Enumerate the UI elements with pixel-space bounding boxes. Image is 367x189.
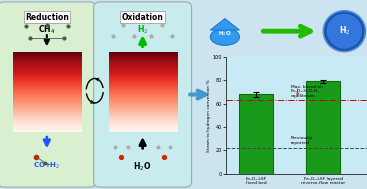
Text: H$_2$O: H$_2$O <box>134 160 152 173</box>
Y-axis label: Steam to hydrogen conversion %: Steam to hydrogen conversion % <box>207 79 211 152</box>
Bar <box>239 94 273 174</box>
Text: H$_2$: H$_2$ <box>137 24 148 36</box>
Text: Max. based on
Fe₃O₄-H₂O-H₂
equilibrium: Max. based on Fe₃O₄-H₂O-H₂ equilibrium <box>291 85 323 98</box>
Text: CO+H$_2$: CO+H$_2$ <box>33 161 61 171</box>
Text: CH$_4$: CH$_4$ <box>38 24 55 36</box>
Text: Reduction: Reduction <box>25 12 69 22</box>
Text: H$_2$O: H$_2$O <box>218 29 232 39</box>
FancyBboxPatch shape <box>94 2 192 187</box>
Ellipse shape <box>323 11 366 52</box>
Ellipse shape <box>327 14 362 49</box>
Polygon shape <box>210 19 239 30</box>
FancyBboxPatch shape <box>0 2 96 187</box>
Bar <box>306 81 340 174</box>
Ellipse shape <box>210 28 239 45</box>
Text: Oxidation: Oxidation <box>122 12 164 22</box>
Text: Previously
reported: Previously reported <box>291 136 313 145</box>
FancyArrowPatch shape <box>190 91 206 98</box>
Text: H$_2$: H$_2$ <box>339 25 350 37</box>
